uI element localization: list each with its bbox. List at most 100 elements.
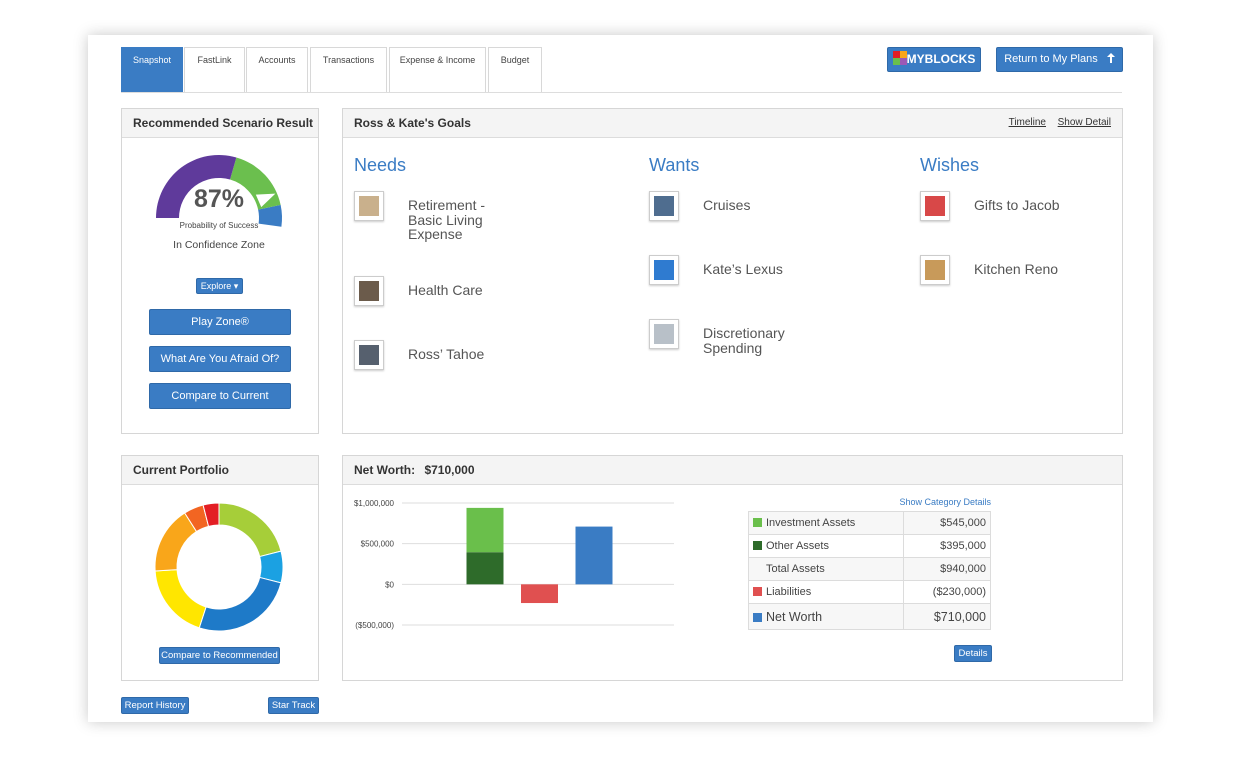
row-label: Liabilities — [766, 586, 812, 598]
details-button[interactable]: Details — [954, 645, 992, 662]
tab[interactable]: Snapshot — [121, 47, 183, 92]
row-name: Investment Assets — [747, 511, 905, 535]
scenario-button[interactable]: Compare to Current — [149, 383, 291, 409]
row-name: Other Assets — [747, 534, 905, 558]
net-worth-table: Investment Assets $545,000 Other Assets $39… — [747, 511, 991, 630]
tab-label: Accounts — [258, 55, 296, 65]
goal-icon — [920, 255, 950, 285]
goal-thumbnail — [925, 196, 945, 216]
compare-recommended-button[interactable]: Compare to Recommended — [159, 647, 280, 664]
gauge-marker — [255, 193, 276, 208]
timeline-link[interactable]: Timeline — [1008, 117, 1046, 128]
goal-icon — [354, 275, 384, 306]
row-value: $545,000 — [903, 511, 991, 535]
return-label: Return to My Plans — [1004, 53, 1098, 65]
goal-column: Cruises Kate’s Lexus Discretionary Spendin… — [649, 191, 795, 389]
donut-slice — [218, 502, 282, 558]
tab-label: FastLink — [197, 55, 232, 65]
goal-label: Health Care — [408, 281, 483, 298]
goal-thumbnail — [925, 260, 945, 280]
show-category-details-link[interactable]: Show Category Details — [899, 497, 991, 507]
goal-thumbnail — [359, 344, 379, 365]
star-track-button[interactable]: Star Track — [268, 697, 319, 714]
tab-rule — [121, 92, 1122, 93]
tab-label: Snapshot — [132, 55, 172, 65]
tab-label: Budget — [500, 55, 530, 65]
table-row: Total Assets $940,000 — [747, 557, 991, 581]
net-worth-header: Net Worth: $710,000 — [343, 456, 1122, 485]
goals-header: Ross & Kate's Goals Timeline Show Detail — [343, 109, 1122, 138]
legend-swatch — [753, 541, 762, 550]
portfolio-panel: Current Portfolio — [121, 455, 319, 681]
goal-item[interactable]: Health Care — [354, 275, 500, 306]
tab[interactable]: Budget — [488, 47, 542, 92]
goal-item[interactable]: Ross’ Tahoe — [354, 339, 500, 370]
bar — [466, 552, 504, 585]
scenario-title: Recommended Scenario Result — [122, 109, 318, 138]
legend-swatch — [753, 518, 762, 527]
row-value: $395,000 — [903, 534, 991, 558]
explore-button[interactable]: Explore ▾ — [196, 278, 243, 294]
row-label: Total Assets — [766, 563, 825, 575]
goal-thumbnail — [654, 260, 674, 280]
donut-slice — [154, 569, 207, 629]
goal-heading: Needs — [354, 155, 407, 175]
tab-label: Expense & Income — [399, 55, 476, 65]
goal-icon — [354, 191, 384, 221]
portfolio-title: Current Portfolio — [122, 456, 318, 485]
goals-panel: Ross & Kate's Goals Timeline Show Detail — [342, 108, 1123, 434]
bar — [521, 584, 558, 604]
goal-icon — [920, 191, 950, 221]
bar — [466, 507, 504, 553]
row-value: $940,000 — [903, 557, 991, 581]
net-worth-chart: $1,000,000 $500,000 $0 ($500,000) — [354, 499, 674, 630]
goal-thumbnail — [654, 324, 674, 344]
donut-slice — [198, 576, 282, 632]
y-tick-label: $1,000,000 — [354, 499, 395, 508]
tab[interactable]: Accounts — [246, 47, 308, 92]
report-history-button[interactable]: Report History — [121, 697, 189, 714]
goal-heading: Wishes — [920, 155, 980, 175]
goal-label: Retirement - Basic Living Expense — [408, 197, 486, 242]
gauge-value: 87% — [194, 185, 244, 213]
goal-item[interactable]: Kitchen Reno — [920, 255, 1066, 285]
scenario-button[interactable]: What Are You Afraid Of? — [149, 346, 291, 372]
goal-label: Ross’ Tahoe — [408, 345, 485, 362]
return-button[interactable]: Return to My Plans — [996, 47, 1123, 72]
myblocks-label: MYBLOCKS — [906, 52, 976, 66]
goal-column: Retirement - Basic Living Expense Health … — [354, 191, 500, 404]
goal-icon — [649, 319, 679, 349]
goals-title: Ross & Kate's Goals — [354, 116, 471, 130]
goal-item[interactable]: Kate’s Lexus — [649, 255, 795, 285]
tab-label: Transactions — [322, 55, 375, 65]
net-worth-value: $710,000 — [424, 463, 475, 477]
legend-spacer — [753, 564, 762, 573]
y-tick-label: ($500,000) — [355, 621, 394, 630]
gauge-status: In Confidence Zone — [173, 239, 265, 251]
goal-label: Cruises — [703, 197, 751, 213]
row-label: Other Assets — [766, 540, 829, 552]
goal-item[interactable]: Retirement - Basic Living Expense — [354, 191, 500, 242]
gauge: 87% Probability of Success In Confidence… — [156, 155, 282, 251]
y-tick-label: $0 — [385, 580, 394, 589]
table-row: Other Assets $395,000 — [747, 534, 991, 558]
tab[interactable]: Transactions — [310, 47, 387, 92]
goal-thumbnail — [359, 196, 379, 216]
goal-icon — [354, 339, 384, 370]
goal-heading: Wants — [649, 155, 700, 175]
goal-item[interactable]: Cruises — [649, 191, 795, 221]
donut-slice — [202, 502, 220, 527]
tab[interactable]: FastLink — [184, 47, 245, 92]
show-detail-link[interactable]: Show Detail — [1057, 117, 1111, 128]
goal-thumbnail — [359, 280, 379, 301]
scenario-button[interactable]: Play Zone® — [149, 309, 291, 335]
y-tick-label: $500,000 — [361, 540, 395, 549]
goal-item[interactable]: Gifts to Jacob — [920, 191, 1066, 221]
explore-label: Explore — [200, 281, 232, 291]
tab[interactable]: Expense & Income — [389, 47, 486, 92]
net-worth-title: Net Worth: — [354, 463, 416, 477]
myblocks-button[interactable]: MYBLOCKS — [887, 47, 981, 72]
goal-icon — [649, 255, 679, 285]
goal-item[interactable]: Discretionary Spending — [649, 319, 795, 355]
